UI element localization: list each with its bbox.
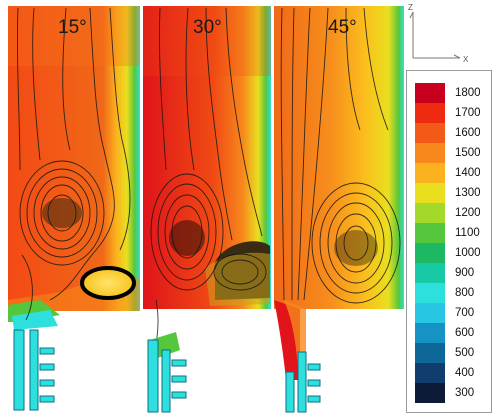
legend-tick-label: 500 xyxy=(455,347,475,359)
legend-tick-label: 1800 xyxy=(455,87,481,99)
legend-swatch xyxy=(415,323,445,344)
legend-tick-label: 700 xyxy=(455,307,475,319)
legend-tick-label: 1300 xyxy=(455,187,481,199)
legend-tick-label: 1000 xyxy=(455,247,481,259)
legend-tick-label: 1600 xyxy=(455,127,481,139)
panel-label-45: 45° xyxy=(328,17,357,38)
legend-tick-label: 600 xyxy=(455,327,475,339)
legend-tick-label: 800 xyxy=(455,287,475,299)
legend-swatch xyxy=(415,83,445,104)
axes-indicator xyxy=(409,11,461,59)
panel-15 xyxy=(8,6,140,411)
legend-swatch xyxy=(415,123,445,144)
legend-tick-label: 1700 xyxy=(455,107,481,119)
legend-tick-label: 1400 xyxy=(455,167,481,179)
legend-swatch xyxy=(415,303,445,324)
legend-swatch xyxy=(415,143,445,164)
legend-swatch xyxy=(415,183,445,204)
legend-swatch xyxy=(415,103,445,124)
panel-30 xyxy=(143,6,271,413)
legend-tick-label: 400 xyxy=(455,367,475,379)
z-axis-label: Z xyxy=(408,3,413,12)
color-legend: 1800 1700 1600 1500 1400 1300 1200 1100 1000 900 8… xyxy=(406,70,492,413)
legend-swatch xyxy=(415,383,445,403)
legend-colorbar xyxy=(415,83,445,403)
legend-tick-label: 900 xyxy=(455,267,475,279)
legend-swatch xyxy=(415,263,445,284)
panel-label-30: 30° xyxy=(193,17,222,38)
panel-label-15: 15° xyxy=(58,17,87,38)
x-axis-label: X xyxy=(463,55,469,64)
legend-swatch xyxy=(415,163,445,184)
legend-swatch xyxy=(415,203,445,224)
legend-tick-label: 1200 xyxy=(455,207,481,219)
legend-swatch xyxy=(415,223,445,244)
legend-tick-label: 1500 xyxy=(455,147,481,159)
legend-swatch xyxy=(415,343,445,364)
legend-swatch xyxy=(415,283,445,304)
legend-tick-label: 300 xyxy=(455,387,475,399)
panel-45 xyxy=(274,6,404,413)
legend-tick-label: 1100 xyxy=(455,227,480,239)
legend-swatch xyxy=(415,243,445,264)
legend-swatch xyxy=(415,363,445,384)
